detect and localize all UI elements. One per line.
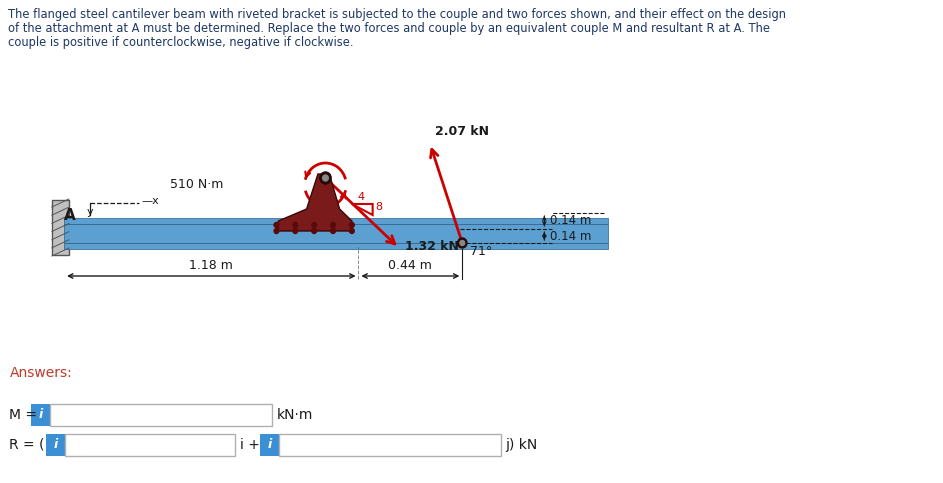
- Text: 0.14 m: 0.14 m: [550, 229, 591, 242]
- Text: couple is positive if counterclockwise, negative if clockwise.: couple is positive if counterclockwise, …: [8, 36, 353, 49]
- Circle shape: [350, 228, 355, 233]
- Text: 1.18 m: 1.18 m: [190, 259, 233, 272]
- Text: i: i: [268, 439, 272, 452]
- Circle shape: [312, 228, 317, 233]
- Text: j) kN: j) kN: [505, 438, 538, 452]
- Text: A: A: [64, 208, 75, 223]
- Text: The flanged steel cantilever beam with riveted bracket is subjected to the coupl: The flanged steel cantilever beam with r…: [8, 8, 786, 21]
- Bar: [52, 200, 69, 255]
- Circle shape: [350, 223, 355, 227]
- Text: 71°: 71°: [470, 245, 492, 258]
- Polygon shape: [278, 174, 352, 231]
- Circle shape: [274, 228, 279, 233]
- Bar: [64, 243, 608, 249]
- Circle shape: [293, 228, 298, 233]
- FancyBboxPatch shape: [50, 404, 272, 426]
- Text: i +: i +: [240, 438, 264, 452]
- Circle shape: [320, 172, 331, 184]
- Text: 1.32 kN: 1.32 kN: [405, 240, 458, 253]
- Circle shape: [331, 223, 336, 227]
- Text: 8: 8: [375, 202, 383, 212]
- FancyBboxPatch shape: [65, 434, 235, 456]
- Bar: [64, 218, 608, 224]
- Text: —x: —x: [141, 196, 159, 206]
- Circle shape: [274, 223, 279, 227]
- Text: Answers:: Answers:: [9, 366, 73, 380]
- Text: y: y: [87, 207, 93, 217]
- Circle shape: [457, 238, 467, 248]
- Text: 0.14 m: 0.14 m: [550, 214, 591, 227]
- FancyBboxPatch shape: [46, 434, 65, 456]
- Text: i: i: [54, 439, 58, 452]
- FancyBboxPatch shape: [31, 404, 50, 426]
- Text: of the attachment at A must be determined. Replace the two forces and couple by : of the attachment at A must be determine…: [8, 22, 769, 35]
- Text: i: i: [39, 409, 42, 422]
- Text: 0.44 m: 0.44 m: [389, 259, 432, 272]
- Text: R = (: R = (: [9, 438, 45, 452]
- Text: 510 N·m: 510 N·m: [170, 179, 223, 191]
- Bar: [64, 224, 608, 243]
- Text: 4: 4: [357, 192, 365, 202]
- Text: M =: M =: [9, 408, 41, 422]
- Circle shape: [293, 223, 298, 227]
- FancyBboxPatch shape: [260, 434, 279, 456]
- Text: 2.07 kN: 2.07 kN: [435, 125, 488, 138]
- Circle shape: [331, 228, 336, 233]
- FancyBboxPatch shape: [279, 434, 501, 456]
- Text: kN·m: kN·m: [276, 408, 313, 422]
- Circle shape: [312, 223, 317, 227]
- Circle shape: [460, 241, 465, 245]
- Circle shape: [323, 175, 328, 181]
